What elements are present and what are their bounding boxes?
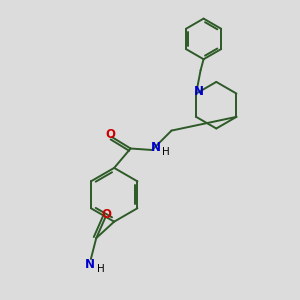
Text: O: O: [102, 208, 112, 221]
Text: O: O: [106, 128, 116, 141]
Text: N: N: [194, 85, 204, 98]
Text: H: H: [97, 263, 104, 274]
Text: N: N: [85, 258, 95, 271]
Text: H: H: [162, 147, 170, 158]
Text: N: N: [151, 141, 161, 154]
